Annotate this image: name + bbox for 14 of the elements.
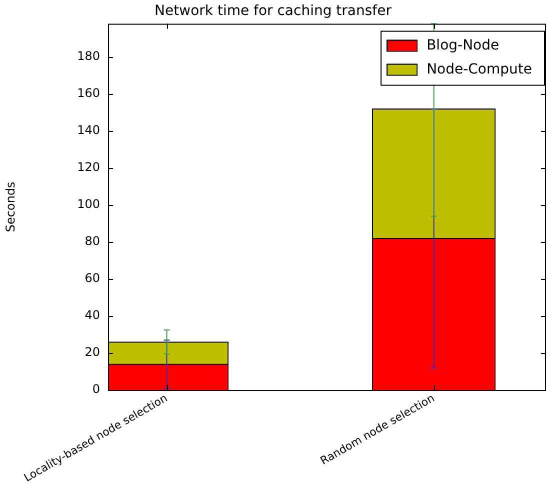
y-tick-label: 100	[77, 197, 100, 212]
y-tick-label: 180	[77, 49, 100, 64]
legend-label: Node-Compute	[426, 61, 532, 78]
y-axis-title: Seconds	[3, 182, 18, 232]
y-tick-label: 120	[77, 160, 100, 174]
legend-label: Blog-Node	[426, 37, 500, 54]
y-tick-label: 60	[84, 271, 100, 286]
y-tick-label: 80	[84, 234, 100, 248]
chart-title: Network time for caching transfer	[154, 3, 392, 20]
y-tick-label: 40	[84, 308, 100, 322]
y-tick-label: 0	[92, 382, 100, 396]
y-tick-label: 20	[84, 345, 100, 360]
y-tick-label: 160	[77, 86, 100, 100]
y-tick-label: 140	[77, 123, 100, 138]
